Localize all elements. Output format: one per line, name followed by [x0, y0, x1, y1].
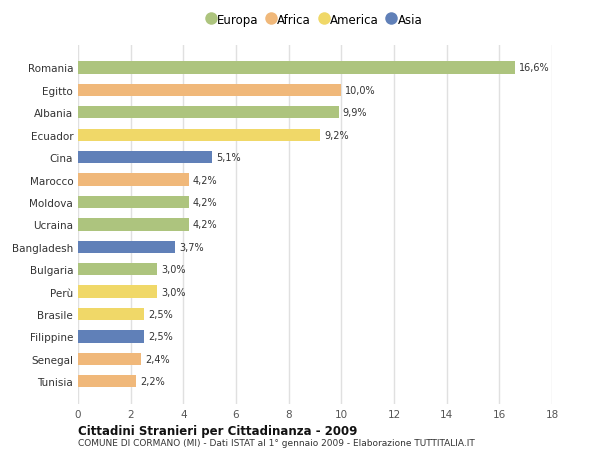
Text: 4,2%: 4,2%	[193, 175, 217, 185]
Text: 2,4%: 2,4%	[145, 354, 170, 364]
Text: 4,2%: 4,2%	[193, 220, 217, 230]
Bar	[78, 84, 341, 97]
Bar	[78, 263, 157, 276]
Bar	[78, 129, 320, 141]
Text: 3,7%: 3,7%	[179, 242, 204, 252]
Text: 4,2%: 4,2%	[193, 197, 217, 207]
Legend: Europa, Africa, America, Asia: Europa, Africa, America, Asia	[203, 9, 427, 31]
Bar	[78, 375, 136, 388]
Bar	[78, 330, 144, 343]
Text: 2,5%: 2,5%	[148, 309, 173, 319]
Bar	[78, 196, 188, 209]
Bar	[78, 107, 338, 119]
Text: 5,1%: 5,1%	[216, 153, 241, 163]
Text: 3,0%: 3,0%	[161, 265, 185, 274]
Text: 9,2%: 9,2%	[324, 130, 349, 140]
Bar	[78, 62, 515, 74]
Text: 2,2%: 2,2%	[140, 376, 164, 386]
Bar	[78, 286, 157, 298]
Text: 3,0%: 3,0%	[161, 287, 185, 297]
Bar	[78, 308, 144, 320]
Text: 16,6%: 16,6%	[519, 63, 550, 73]
Bar	[78, 174, 188, 186]
Text: COMUNE DI CORMANO (MI) - Dati ISTAT al 1° gennaio 2009 - Elaborazione TUTTITALIA: COMUNE DI CORMANO (MI) - Dati ISTAT al 1…	[78, 438, 475, 447]
Text: Cittadini Stranieri per Cittadinanza - 2009: Cittadini Stranieri per Cittadinanza - 2…	[78, 424, 358, 437]
Text: 2,5%: 2,5%	[148, 332, 173, 342]
Bar	[78, 219, 188, 231]
Bar	[78, 241, 175, 253]
Text: 10,0%: 10,0%	[345, 86, 376, 95]
Bar	[78, 353, 141, 365]
Text: 9,9%: 9,9%	[343, 108, 367, 118]
Bar	[78, 151, 212, 164]
